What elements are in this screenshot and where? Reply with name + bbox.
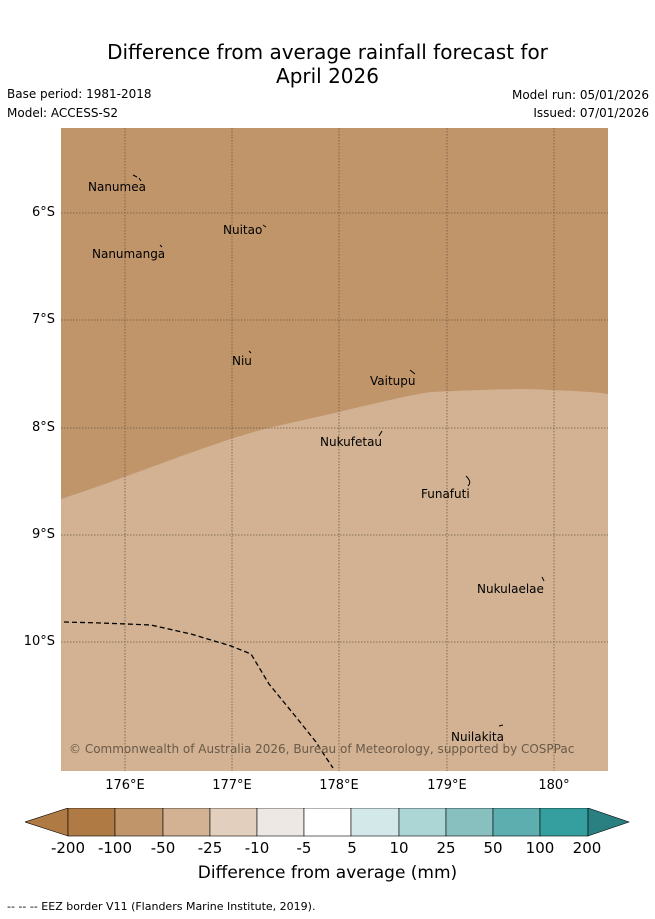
island-nanumea-shape: [132, 174, 142, 182]
colorbar-segment-7: [350, 808, 400, 837]
chart-title: Difference from average rainfall forecas…: [0, 40, 655, 88]
island-label-nukufetau: Nukufetau: [320, 435, 383, 449]
colorbar-title: Difference from average (mm): [197, 863, 458, 883]
island-nuilakita-shape: [498, 724, 504, 727]
colorbar-segment-8: [398, 808, 447, 837]
title-line-2: April 2026: [276, 64, 379, 88]
island-funafuti-shape: [465, 475, 471, 487]
model-run: Model run: 05/01/2026: [511, 88, 649, 102]
colorbar-tick: 200: [572, 839, 602, 857]
island-nuitao-shape: [262, 224, 267, 228]
dry-region-south: [61, 389, 608, 771]
eez-border: [63, 621, 334, 769]
island-label-niu: Niu: [232, 354, 252, 368]
island-label-vaitupu: Vaitupu: [370, 374, 416, 388]
colorbar-tick: -200: [50, 839, 86, 857]
colorbar-segment-5: [256, 808, 305, 837]
colorbar-segment-6: [303, 808, 352, 837]
copyright-notice: © Commonwealth of Australia 2026, Bureau…: [69, 742, 575, 756]
colorbar-tick: 100: [525, 839, 555, 857]
colorbar-segment-11: [539, 808, 589, 837]
colorbar: [25, 808, 630, 837]
colorbar-tick: -100: [97, 839, 133, 857]
lat-label-8s: 8°S: [31, 420, 55, 435]
island-label-nuitao: Nuitao: [223, 223, 263, 237]
island-nukulaelae-shape: [541, 576, 545, 582]
island-vaitupu-shape: [409, 369, 416, 375]
issued-date: Issued: 07/01/2026: [533, 106, 649, 120]
lon-label-176e: 176°E: [105, 778, 145, 793]
colorbar-tick: 5: [347, 839, 357, 857]
island-nanumanga-shape: [159, 244, 163, 248]
colorbar-segment-4: [209, 808, 258, 837]
island-label-nukulaelae: Nukulaelae: [477, 582, 544, 596]
longitude-gridlines: [124, 128, 555, 771]
colorbar-segment-extend-low: [25, 808, 69, 837]
latitude-gridlines: [61, 212, 608, 643]
colorbar-segment-10: [492, 808, 541, 837]
base-period: Base period: 1981-2018: [7, 87, 152, 101]
island-nukufetau-shape: [378, 430, 383, 437]
lat-label-10s: 10°S: [23, 634, 55, 649]
lon-label-177e: 177°E: [212, 778, 252, 793]
lat-label-9s: 9°S: [31, 527, 55, 542]
colorbar-segment-3: [162, 808, 211, 837]
colorbar-tick: 25: [436, 839, 456, 857]
colorbar-segment-extend-high: [587, 808, 630, 837]
island-label-nanumanga: Nanumanga: [92, 247, 166, 261]
map-canvas: [61, 128, 608, 771]
colorbar-tick: 50: [483, 839, 503, 857]
lat-label-7s: 7°S: [31, 312, 55, 327]
lon-label-179e: 179°E: [427, 778, 467, 793]
colorbar-tick: -10: [244, 839, 270, 857]
model-name: Model: ACCESS-S2: [7, 106, 119, 120]
colorbar-tick: -25: [197, 839, 223, 857]
island-niu-shape: [248, 350, 252, 354]
colorbar-tick: -5: [296, 839, 312, 857]
colorbar-segment-2: [114, 808, 164, 837]
island-label-nanumea: Nanumea: [88, 180, 146, 194]
island-label-funafuti: Funafuti: [421, 487, 470, 501]
rainfall-map[interactable]: Nanumea Nuitao Nanumanga Niu Vaitupu Nuk…: [61, 128, 608, 771]
lon-label-180: 180°: [538, 778, 570, 793]
lat-label-6s: 6°S: [31, 205, 55, 220]
lon-label-178e: 178°E: [319, 778, 359, 793]
colorbar-tick: 10: [389, 839, 409, 857]
island-label-nuilakita: Nuilakita: [451, 730, 504, 744]
title-line-1: Difference from average rainfall forecas…: [107, 40, 548, 64]
colorbar-segment-1: [67, 808, 116, 837]
colorbar-tick: -50: [150, 839, 176, 857]
island-shapes: [132, 174, 545, 727]
colorbar-segment-9: [445, 808, 494, 837]
eez-legend: -- -- -- EEZ border V11 (Flanders Marine…: [7, 900, 316, 913]
